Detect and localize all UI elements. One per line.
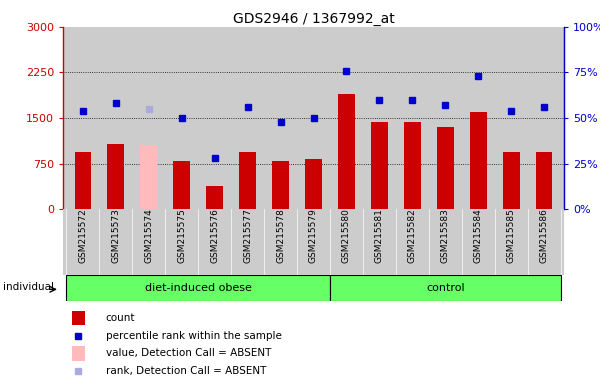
Bar xyxy=(338,94,355,209)
Text: control: control xyxy=(426,283,464,293)
Bar xyxy=(330,275,561,301)
Bar xyxy=(72,346,85,361)
Text: individual: individual xyxy=(3,281,54,292)
Bar xyxy=(272,161,289,209)
Bar xyxy=(503,152,520,209)
Text: value, Detection Call = ABSENT: value, Detection Call = ABSENT xyxy=(106,348,271,358)
Bar xyxy=(72,311,85,325)
Title: GDS2946 / 1367992_at: GDS2946 / 1367992_at xyxy=(233,12,394,26)
Bar xyxy=(74,152,91,209)
Text: rank, Detection Call = ABSENT: rank, Detection Call = ABSENT xyxy=(106,366,266,376)
Text: percentile rank within the sample: percentile rank within the sample xyxy=(106,331,281,341)
Bar xyxy=(173,161,190,209)
Bar xyxy=(66,275,330,301)
Bar xyxy=(404,122,421,209)
Bar xyxy=(140,146,157,209)
Bar xyxy=(437,127,454,209)
Bar xyxy=(206,186,223,209)
Bar xyxy=(470,112,487,209)
Bar xyxy=(305,159,322,209)
Text: count: count xyxy=(106,313,135,323)
Text: diet-induced obese: diet-induced obese xyxy=(145,283,251,293)
Bar xyxy=(371,122,388,209)
Bar xyxy=(536,152,553,209)
Bar xyxy=(107,144,124,209)
Bar xyxy=(239,152,256,209)
